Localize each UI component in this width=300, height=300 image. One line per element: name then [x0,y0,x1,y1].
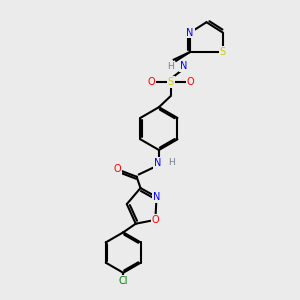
Text: O: O [186,77,194,87]
Text: N: N [186,28,194,38]
Text: H: H [167,62,174,71]
Text: S: S [168,77,174,87]
Text: O: O [113,164,121,174]
Text: S: S [220,47,226,57]
Text: H: H [168,158,175,167]
Text: Cl: Cl [118,276,128,286]
Text: N: N [180,61,187,71]
Text: O: O [148,77,155,87]
Text: N: N [154,158,161,168]
Text: N: N [153,192,160,202]
Text: O: O [152,215,159,225]
